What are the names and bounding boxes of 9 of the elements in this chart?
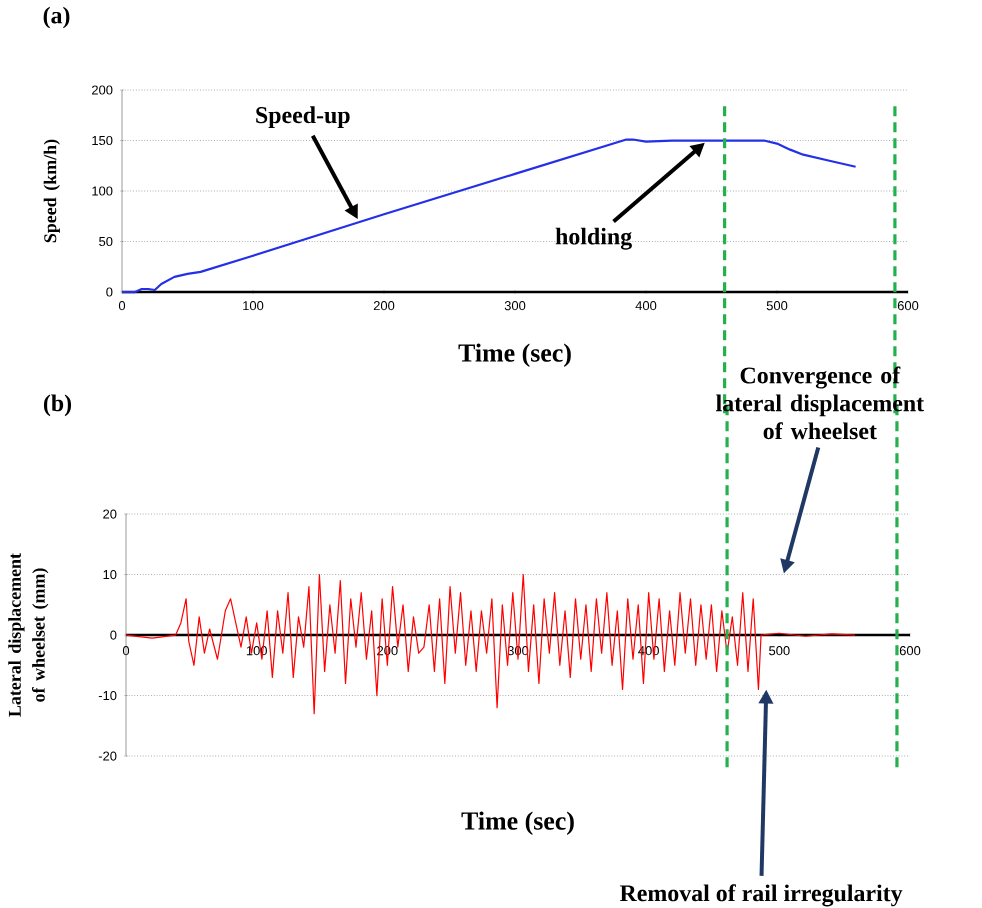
x-axis-title: Time (sec) [458,343,571,367]
x-axis-title: Time (sec) [461,811,574,835]
y-axis-title: Speed (km/h) [43,139,60,243]
annotation: Removal of rail irregularity [619,884,903,907]
annotation: Speed-up [256,106,350,128]
chart-title: (a) [43,6,70,29]
y-axis-title: Lateral displacement of wheelset (mm) [8,552,49,717]
chart-title: (b) [43,394,72,416]
annotation: holding [555,227,632,250]
